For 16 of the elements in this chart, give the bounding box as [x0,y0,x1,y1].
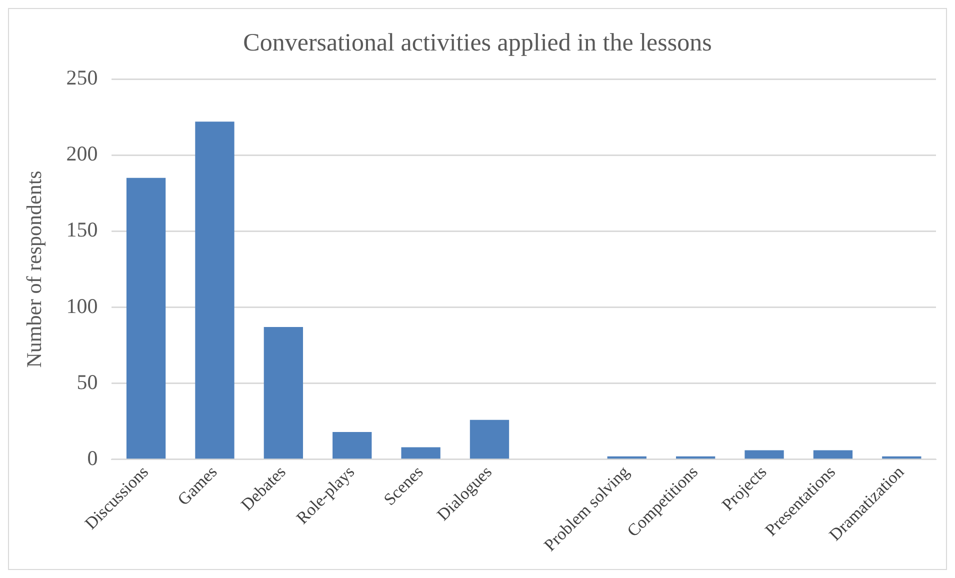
bar [470,420,510,459]
bar [332,432,372,459]
y-tick-label: 50 [76,370,98,394]
y-axis-title: Number of respondents [22,170,46,368]
y-tick-label: 250 [66,66,98,90]
bar [195,122,234,459]
y-tick-label: 200 [66,142,98,166]
chart-title: Conversational activities applied in the lessons [243,30,712,57]
bar [813,450,853,459]
bar [126,178,166,459]
bar [264,327,304,459]
y-tick-label: 0 [87,446,98,470]
bar [401,447,440,459]
bar [744,450,784,459]
y-tick-label: 150 [66,218,98,242]
y-tick-label: 100 [66,294,98,318]
